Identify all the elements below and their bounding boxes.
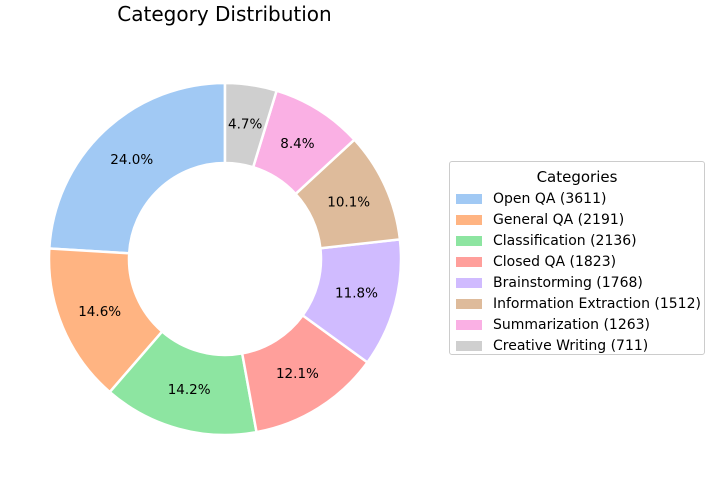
percent-label: 14.6%	[78, 304, 121, 320]
legend-label: Classification (2136)	[493, 232, 637, 249]
legend-label: Open QA (3611)	[493, 190, 607, 207]
legend-label: Information Extraction (1512)	[493, 295, 701, 312]
legend-swatch	[456, 256, 482, 267]
legend-swatch	[456, 214, 482, 225]
legend-title: Categories	[536, 168, 618, 186]
legend-item: Classification (2136)	[456, 230, 698, 251]
chart-title: Category Distribution	[117, 2, 332, 26]
percent-label: 10.1%	[327, 195, 370, 211]
legend-label: General QA (2191)	[493, 211, 625, 228]
percent-label: 12.1%	[276, 366, 319, 382]
percent-label: 24.0%	[110, 152, 153, 168]
legend-item: Information Extraction (1512)	[456, 293, 701, 314]
percent-label: 11.8%	[335, 286, 378, 302]
legend-label: Creative Writing (711)	[493, 337, 649, 354]
legend-item: Open QA (3611)	[456, 188, 698, 209]
legend-swatch	[456, 298, 482, 309]
wedge-creative-writing	[223, 81, 278, 169]
legend-item: Closed QA (1823)	[456, 251, 698, 272]
percent-label: 4.7%	[228, 117, 262, 133]
legend-item: General QA (2191)	[456, 209, 698, 230]
legend-item: Brainstorming (1768)	[456, 272, 698, 293]
percent-label: 14.2%	[168, 382, 211, 398]
legend-swatch	[456, 340, 482, 351]
legend-swatch	[456, 277, 482, 288]
legend-label: Brainstorming (1768)	[493, 274, 643, 291]
wedge-open-qa	[48, 81, 227, 255]
legend-item: Creative Writing (711)	[456, 335, 698, 356]
legend-swatch	[456, 193, 482, 204]
percent-label: 8.4%	[280, 136, 314, 152]
legend-item: Summarization (1263)	[456, 314, 698, 335]
donut-chart: 24.0% 14.6% 14.2% 12.1% 11.8% 10.1% 8.4% 4.7%	[47, 81, 403, 437]
legend: Categories Open QA (3611) General QA (219…	[449, 161, 705, 355]
legend-label: Closed QA (1823)	[493, 253, 617, 270]
legend-swatch	[456, 235, 482, 246]
legend-swatch	[456, 319, 482, 330]
legend-label: Summarization (1263)	[493, 316, 651, 333]
